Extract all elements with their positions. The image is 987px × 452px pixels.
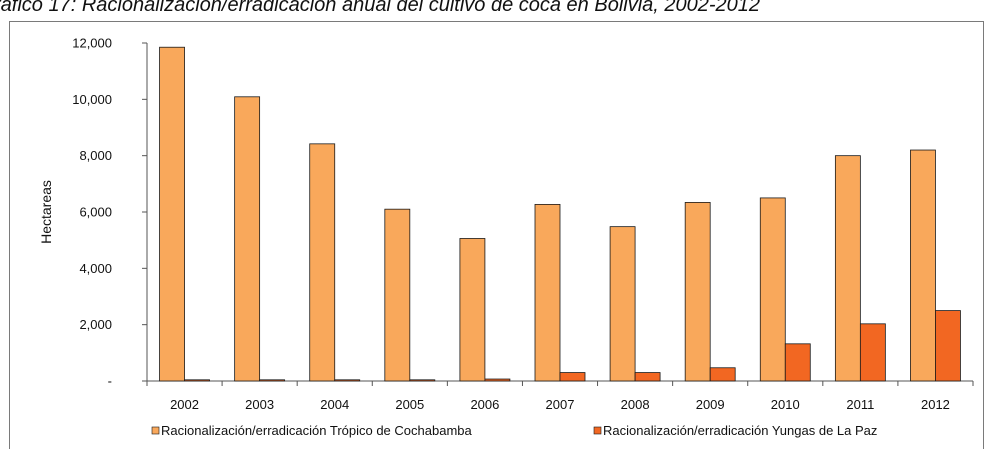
bar-tropico: [459, 238, 486, 382]
legend-label-yungas: Racionalización/erradicación Yungas de L…: [603, 423, 877, 438]
bar-yungas: [259, 379, 286, 382]
legend-label-tropico: Racionalización/erradicación Trópico de …: [161, 423, 473, 438]
y-tick-label: 10,000: [72, 92, 112, 107]
x-tick-label: 2010: [771, 397, 800, 412]
x-tick-label: 2009: [696, 397, 725, 412]
bar-yungas: [484, 378, 511, 382]
bar-yungas: [634, 372, 661, 382]
x-tick-label: 2002: [170, 397, 199, 412]
y-axis-title: Hectareas: [38, 180, 54, 244]
legend-swatch-yungas: [593, 426, 602, 435]
bar-tropico: [534, 203, 561, 382]
bar-tropico: [684, 202, 711, 382]
x-tick-label: 2005: [395, 397, 424, 412]
bar-tropico: [910, 149, 936, 382]
bar-tropico: [309, 143, 336, 382]
bar-tropico: [834, 155, 861, 382]
y-tick-label: 8,000: [79, 148, 112, 163]
bar-yungas: [709, 367, 736, 382]
bar-yungas: [184, 379, 210, 382]
y-axis: - 2,000 4,000 6,000 8,000 10,000 12,000: [72, 36, 148, 389]
bars: [159, 46, 961, 382]
x-tick-label: 2006: [470, 397, 499, 412]
bar-yungas: [334, 379, 361, 382]
x-tick-label: 2008: [621, 397, 650, 412]
y-tick-label: 6,000: [79, 205, 112, 220]
x-tick-label: 2012: [921, 397, 950, 412]
bar-yungas: [859, 323, 886, 382]
bar-yungas: [784, 343, 811, 382]
x-tick-label: 2011: [846, 397, 874, 412]
chart-frame: [9, 21, 984, 449]
bar-tropico: [384, 208, 411, 382]
bar-tropico: [609, 226, 636, 382]
figure-caption: ráfico 17: Racionalización/erradicación …: [0, 0, 761, 16]
bar-tropico: [234, 96, 261, 382]
bar-tropico: [759, 197, 786, 382]
x-axis: 2002 2003 2004 2005 2006 2007 2008 2009 2010 2011…: [146, 380, 974, 412]
y-tick-label: 12,000: [72, 36, 112, 51]
x-tick-label: 2004: [320, 397, 349, 412]
y-tick-label: 2,000: [79, 317, 112, 332]
bar-yungas: [935, 310, 961, 382]
legend-swatch-tropico: [151, 426, 160, 435]
y-tick-label: 4,000: [79, 261, 112, 276]
x-tick-label: 2007: [546, 397, 575, 412]
x-tick-label: 2003: [245, 397, 274, 412]
bar-yungas: [559, 372, 586, 382]
bar-yungas: [409, 379, 436, 382]
legend: Racionalización/erradicación Trópico de …: [151, 423, 877, 438]
y-tick-label: -: [108, 374, 112, 389]
bar-tropico: [159, 46, 185, 382]
